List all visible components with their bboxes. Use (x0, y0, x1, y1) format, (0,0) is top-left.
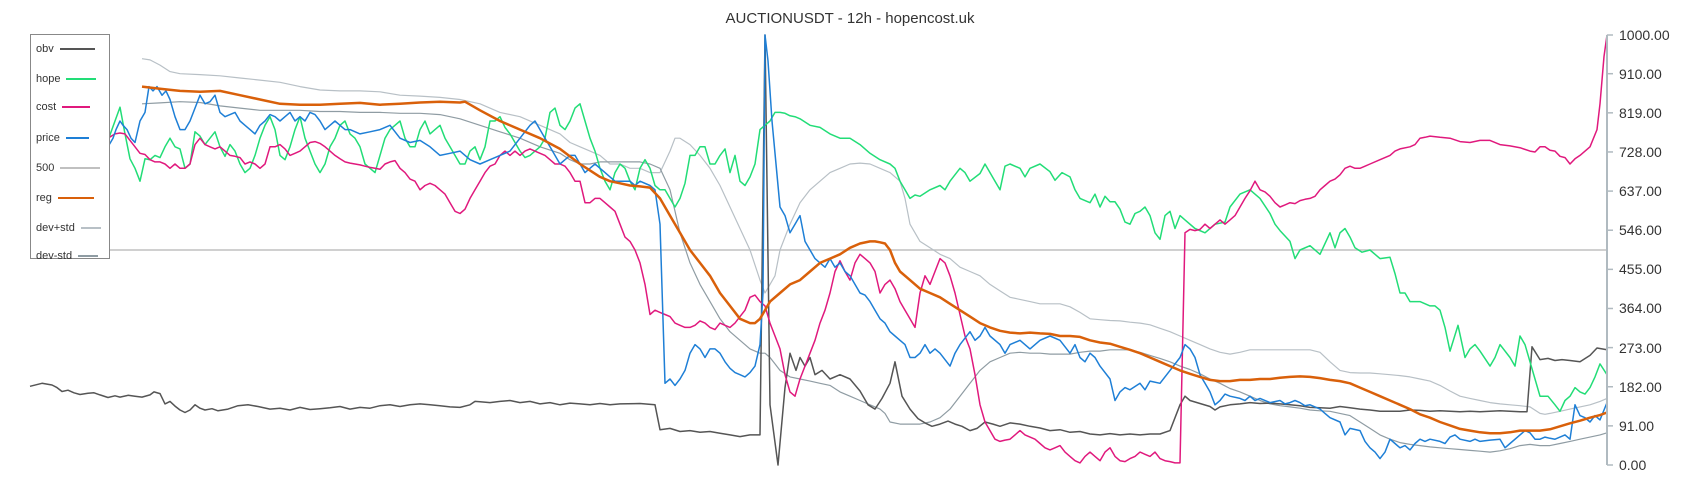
legend-swatch-obv (59, 48, 95, 50)
series-layer (29, 34, 1608, 466)
legend-item-devminus[interactable]: dev-std (36, 249, 99, 263)
series-obv-line (29, 34, 1608, 466)
y-tick-label: 182.00 (1619, 378, 1662, 395)
y-tick-label: 455.00 (1619, 261, 1662, 278)
y-tick-label: 0.00 (1619, 457, 1647, 473)
legend-swatch-devminus (78, 255, 99, 257)
legend-label: 500 (36, 162, 55, 174)
y-tick-label: 91.00 (1619, 417, 1655, 434)
legend-swatch-devplus (80, 227, 101, 229)
legend-label: obv (36, 43, 54, 55)
legend-item-500[interactable]: 500 (36, 161, 101, 175)
y-tick-label: 910.00 (1619, 65, 1662, 82)
series-cost-line (107, 34, 1608, 464)
y-axis-ticks (1607, 34, 1613, 466)
y-tick-label: 546.00 (1619, 222, 1662, 239)
legend: obv hope cost price 500 reg dev+std dev-std (30, 34, 110, 262)
chart-title: AUCTIONUSDT - 12h - hopencost.uk (725, 10, 975, 27)
legend-label: dev-std (36, 250, 73, 262)
y-tick-label: 364.00 (1619, 300, 1662, 317)
y-tick-label: 1000.00 (1619, 27, 1670, 43)
legend-swatch-cost (62, 106, 91, 108)
legend-swatch-hope (66, 78, 97, 80)
legend-label: price (36, 132, 60, 144)
legend-item-obv[interactable]: obv (36, 42, 95, 56)
legend-item-hope[interactable]: hope (36, 72, 97, 86)
legend-label: cost (36, 101, 57, 113)
series-hope-line (107, 103, 1608, 413)
y-tick-label: 273.00 (1619, 339, 1662, 356)
y-tick-label: 637.00 (1619, 183, 1662, 200)
y-tick-label: 819.00 (1619, 104, 1662, 121)
legend-item-price[interactable]: price (36, 131, 89, 145)
series-reg-line (141, 85, 1608, 435)
series-price-line (107, 34, 1608, 460)
legend-swatch-500 (60, 167, 101, 169)
legend-swatch-reg (57, 196, 94, 200)
legend-label: hope (36, 73, 61, 85)
legend-item-reg[interactable]: reg (36, 191, 94, 205)
legend-item-cost[interactable]: cost (36, 100, 91, 114)
y-tick-label: 728.00 (1619, 143, 1662, 160)
legend-swatch-price (65, 137, 89, 139)
legend-label: reg (36, 192, 52, 204)
legend-item-devplus[interactable]: dev+std (36, 221, 101, 235)
legend-label: dev+std (36, 222, 75, 234)
